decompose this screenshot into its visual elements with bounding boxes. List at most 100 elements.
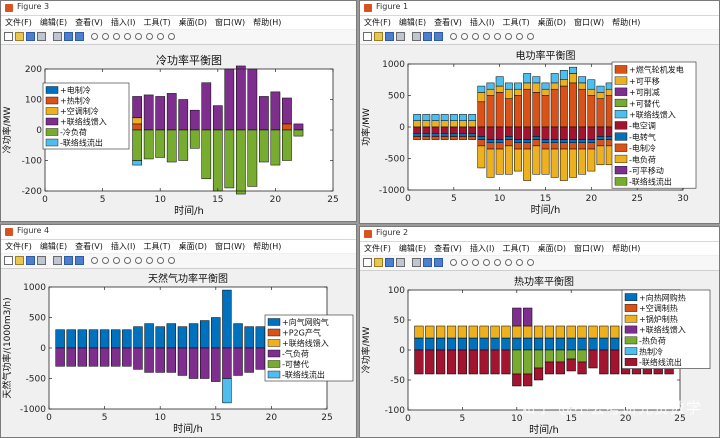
pan-icon[interactable] bbox=[494, 259, 501, 266]
menu-desktop[interactable]: 桌面(D) bbox=[178, 18, 208, 27]
menu-help[interactable]: 帮助(H) bbox=[253, 242, 282, 251]
menu-desktop[interactable]: 桌面(D) bbox=[537, 18, 567, 27]
new-figure-icon[interactable] bbox=[363, 258, 372, 267]
menu-edit[interactable]: 编辑(E) bbox=[398, 244, 427, 253]
brush-icon[interactable] bbox=[102, 257, 109, 264]
menu-file[interactable]: 文件(F) bbox=[364, 244, 391, 253]
save-icon[interactable] bbox=[26, 32, 35, 41]
dock-icon[interactable] bbox=[423, 258, 432, 267]
menu-help[interactable]: 帮助(H) bbox=[253, 18, 282, 27]
zoom-out-icon[interactable] bbox=[483, 259, 490, 266]
legend-toggle-icon[interactable] bbox=[75, 32, 84, 41]
menu-insert[interactable]: 插入(I) bbox=[110, 18, 136, 27]
title-bar[interactable]: Figure 1 bbox=[360, 1, 719, 16]
zoom-in-icon[interactable] bbox=[472, 33, 479, 40]
menu-edit[interactable]: 编辑(E) bbox=[39, 242, 68, 251]
data-cursor-icon[interactable] bbox=[157, 33, 164, 40]
colorbar-icon[interactable] bbox=[527, 259, 534, 266]
menu-view[interactable]: 查看(V) bbox=[75, 242, 103, 251]
edit-plot-icon[interactable] bbox=[53, 32, 62, 41]
rotate-icon[interactable] bbox=[505, 259, 512, 266]
menu-view[interactable]: 查看(V) bbox=[434, 18, 462, 27]
pan-icon[interactable] bbox=[135, 33, 142, 40]
dock-icon[interactable] bbox=[64, 256, 73, 265]
open-file-icon[interactable] bbox=[374, 258, 383, 267]
menu-view[interactable]: 查看(V) bbox=[75, 18, 103, 27]
menu-file[interactable]: 文件(F) bbox=[5, 18, 32, 27]
print-icon[interactable] bbox=[37, 32, 46, 41]
menu-window[interactable]: 窗口(W) bbox=[215, 18, 246, 27]
colorbar-icon[interactable] bbox=[168, 257, 175, 264]
menu-window[interactable]: 窗口(W) bbox=[574, 244, 605, 253]
zoom-out-icon[interactable] bbox=[483, 33, 490, 40]
brush-icon[interactable] bbox=[461, 259, 468, 266]
save-icon[interactable] bbox=[385, 32, 394, 41]
menu-tools[interactable]: 工具(T) bbox=[143, 18, 171, 27]
rotate-icon[interactable] bbox=[146, 33, 153, 40]
data-cursor-icon[interactable] bbox=[516, 33, 523, 40]
pointer-icon[interactable] bbox=[91, 33, 98, 40]
print-icon[interactable] bbox=[37, 256, 46, 265]
legend-toggle-icon[interactable] bbox=[434, 32, 443, 41]
edit-plot-icon[interactable] bbox=[412, 32, 421, 41]
rotate-icon[interactable] bbox=[146, 257, 153, 264]
bar-segment bbox=[199, 320, 210, 349]
menu-file[interactable]: 文件(F) bbox=[5, 242, 32, 251]
bar-segment bbox=[188, 347, 199, 379]
legend-toggle-icon[interactable] bbox=[75, 256, 84, 265]
menu-window[interactable]: 窗口(W) bbox=[574, 18, 605, 27]
title-bar[interactable]: Figure 4 bbox=[1, 225, 356, 240]
menu-edit[interactable]: 编辑(E) bbox=[39, 18, 68, 27]
open-file-icon[interactable] bbox=[15, 32, 24, 41]
edit-plot-icon[interactable] bbox=[412, 258, 421, 267]
print-icon[interactable] bbox=[396, 32, 405, 41]
edit-plot-icon[interactable] bbox=[53, 256, 62, 265]
pan-icon[interactable] bbox=[135, 257, 142, 264]
pointer-icon[interactable] bbox=[91, 257, 98, 264]
new-figure-icon[interactable] bbox=[363, 32, 372, 41]
data-cursor-icon[interactable] bbox=[516, 259, 523, 266]
bar-segment bbox=[578, 148, 587, 175]
colorbar-icon[interactable] bbox=[168, 33, 175, 40]
brush-icon[interactable] bbox=[102, 33, 109, 40]
menu-tools[interactable]: 工具(T) bbox=[502, 244, 530, 253]
menu-desktop[interactable]: 桌面(D) bbox=[178, 242, 208, 251]
save-icon[interactable] bbox=[385, 258, 394, 267]
pointer-icon[interactable] bbox=[450, 33, 457, 40]
menu-window[interactable]: 窗口(W) bbox=[215, 242, 246, 251]
dock-icon[interactable] bbox=[423, 32, 432, 41]
brush-icon[interactable] bbox=[461, 33, 468, 40]
pointer-icon[interactable] bbox=[450, 259, 457, 266]
data-cursor-icon[interactable] bbox=[157, 257, 164, 264]
dock-icon[interactable] bbox=[64, 32, 73, 41]
new-figure-icon[interactable] bbox=[4, 32, 13, 41]
menu-insert[interactable]: 插入(I) bbox=[110, 242, 136, 251]
zoom-in-icon[interactable] bbox=[113, 33, 120, 40]
print-icon[interactable] bbox=[396, 258, 405, 267]
zoom-in-icon[interactable] bbox=[113, 257, 120, 264]
bar-segment bbox=[555, 337, 565, 351]
menu-insert[interactable]: 插入(I) bbox=[469, 18, 495, 27]
menu-help[interactable]: 帮助(H) bbox=[612, 18, 641, 27]
legend-toggle-icon[interactable] bbox=[434, 258, 443, 267]
title-bar[interactable]: Figure 3 bbox=[1, 1, 356, 16]
new-figure-icon[interactable] bbox=[4, 256, 13, 265]
save-icon[interactable] bbox=[26, 256, 35, 265]
menu-file[interactable]: 文件(F) bbox=[364, 18, 391, 27]
title-bar[interactable]: Figure 2 bbox=[360, 227, 719, 242]
zoom-out-icon[interactable] bbox=[124, 33, 131, 40]
menu-help[interactable]: 帮助(H) bbox=[612, 244, 641, 253]
open-file-icon[interactable] bbox=[15, 256, 24, 265]
open-file-icon[interactable] bbox=[374, 32, 383, 41]
menu-edit[interactable]: 编辑(E) bbox=[398, 18, 427, 27]
menu-view[interactable]: 查看(V) bbox=[434, 244, 462, 253]
pan-icon[interactable] bbox=[494, 33, 501, 40]
menu-tools[interactable]: 工具(T) bbox=[143, 242, 171, 251]
menu-tools[interactable]: 工具(T) bbox=[502, 18, 530, 27]
zoom-out-icon[interactable] bbox=[124, 257, 131, 264]
menu-desktop[interactable]: 桌面(D) bbox=[537, 244, 567, 253]
colorbar-icon[interactable] bbox=[527, 33, 534, 40]
zoom-in-icon[interactable] bbox=[472, 259, 479, 266]
rotate-icon[interactable] bbox=[505, 33, 512, 40]
menu-insert[interactable]: 插入(I) bbox=[469, 244, 495, 253]
